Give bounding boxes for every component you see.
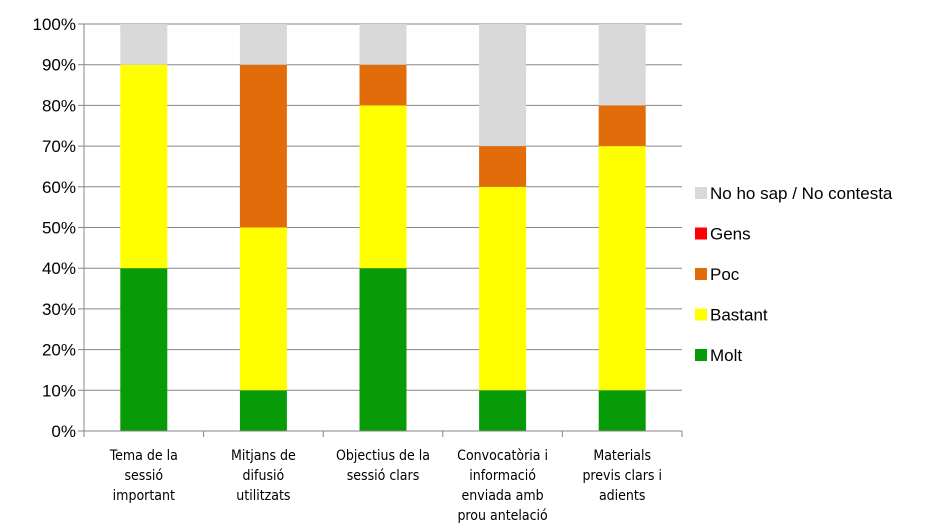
legend-item-bastant: Bastant: [695, 306, 768, 325]
bar-segment-poc-2: [239, 64, 287, 228]
x-axis-category-labels: Tema de la sessió important Mitjans de difus…: [109, 448, 662, 524]
bar-segment-poc-5: [598, 105, 646, 147]
bar-segment-molt-1: [120, 268, 168, 431]
axes: [78, 23, 683, 437]
legend-swatch: [695, 187, 707, 199]
bar-segment-molt-2: [239, 390, 287, 431]
y-tick-label: 50%: [42, 219, 76, 238]
legend-label: Poc: [710, 265, 740, 284]
bar-segment-bastant-4: [479, 186, 527, 391]
legend-swatch: [695, 227, 707, 240]
bar-segment-poc-4: [479, 146, 527, 187]
legend-item-poc: Poc: [695, 265, 740, 284]
bar-segment-molt-5: [598, 390, 646, 431]
bar-segment-bastant-1: [120, 64, 168, 269]
legend-label: Bastant: [710, 306, 768, 325]
y-tick-label: 90%: [42, 56, 76, 75]
y-tick-label: 40%: [42, 259, 76, 278]
legend-item-no-ho-sap-no-contesta: No ho sap / No contesta: [695, 184, 893, 203]
bar-segment-no-ho-sap-no-contesta-3: [359, 24, 407, 65]
bar-segment-no-ho-sap-no-contesta-2: [239, 24, 287, 65]
y-tick-label: 30%: [42, 300, 76, 319]
bar-segment-bastant-2: [239, 227, 287, 391]
legend-label: No ho sap / No contesta: [710, 184, 893, 203]
bars: [120, 24, 646, 431]
legend-swatch: [695, 308, 707, 321]
x-category-label: Mitjans de difusió utilitzats: [231, 448, 296, 504]
legend-item-molt: Molt: [695, 346, 742, 365]
y-tick-label: 10%: [42, 381, 76, 400]
bar-segment-poc-3: [359, 64, 407, 106]
legend-swatch: [695, 349, 707, 361]
y-axis-tick-labels: 0% 10% 20% 30% 40% 50% 60% 70% 80% 90% 100%: [33, 15, 76, 441]
bar-segment-no-ho-sap-no-contesta-1: [120, 24, 168, 65]
bar-segment-no-ho-sap-no-contesta-5: [598, 24, 646, 106]
legend-swatch: [695, 268, 707, 280]
bar-segment-bastant-3: [359, 105, 407, 269]
bar-segment-molt-4: [479, 390, 527, 431]
legend: No ho sap / No contesta Gens Poc Bastant Mol…: [695, 184, 893, 365]
y-tick-label: 70%: [42, 137, 76, 156]
bar-segment-molt-3: [359, 268, 407, 431]
legend-label: Gens: [710, 225, 751, 244]
y-tick-label: 100%: [33, 15, 76, 34]
y-tick-label: 0%: [51, 422, 76, 441]
x-category-label: Tema de la sessió important: [109, 448, 178, 504]
x-category-label: Objectius de la sessió clars: [336, 448, 430, 484]
legend-item-gens: Gens: [695, 225, 751, 244]
y-tick-label: 60%: [42, 178, 76, 197]
y-tick-label: 20%: [42, 341, 76, 360]
x-category-label: Materials previs clars i adients: [582, 448, 662, 504]
bar-segment-no-ho-sap-no-contesta-4: [479, 24, 527, 147]
bar-segment-bastant-5: [598, 146, 646, 391]
x-category-label: Convocatòria i informació enviada amb prou …: [457, 448, 548, 524]
y-tick-label: 80%: [42, 96, 76, 115]
legend-label: Molt: [710, 346, 742, 365]
